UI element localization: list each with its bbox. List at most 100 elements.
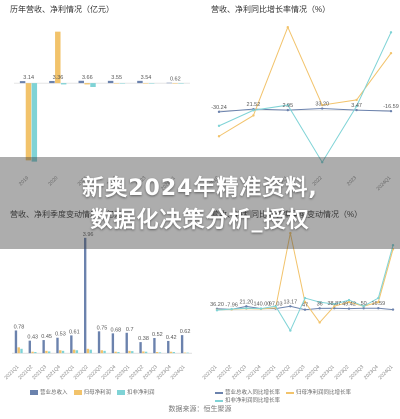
data-point bbox=[391, 308, 395, 311]
data-point bbox=[321, 103, 324, 107]
bar bbox=[14, 330, 18, 354]
data-label: 3.54 bbox=[141, 75, 152, 81]
data-point bbox=[389, 51, 393, 55]
data-point bbox=[259, 307, 263, 310]
data-label: 49.42 bbox=[342, 302, 356, 308]
bar bbox=[84, 237, 87, 354]
bar bbox=[28, 340, 31, 354]
bar bbox=[17, 347, 20, 354]
data-label: 0.62 bbox=[180, 329, 191, 335]
data-label: 16.59 bbox=[371, 301, 385, 307]
data-point bbox=[321, 107, 324, 110]
data-label: 0.75 bbox=[97, 325, 108, 331]
data-source: 数据来源：恒生聚源 bbox=[168, 406, 232, 413]
bar bbox=[60, 83, 67, 85]
data-point bbox=[377, 307, 380, 310]
chart-plot-annual: 3.1420193.3620203.6620213.5520223.542023… bbox=[14, 31, 190, 192]
data-label: 21.52 bbox=[247, 102, 261, 108]
data-point bbox=[391, 244, 395, 247]
data-point bbox=[303, 300, 307, 304]
bar bbox=[90, 83, 96, 87]
x-tick-label: 2021Q3 bbox=[231, 364, 248, 381]
data-point bbox=[245, 305, 248, 308]
x-tick-label: 2021Q2 bbox=[216, 364, 233, 381]
bar bbox=[25, 83, 32, 161]
data-label: 38.87 bbox=[327, 301, 341, 307]
series-line bbox=[218, 108, 392, 113]
chart-panel-quarterly-growth: 营收、净利同比增长率季度变动情况（%） 36.20 -7.96 21.20 -140.… bbox=[201, 209, 400, 406]
data-label: 0.38 bbox=[138, 336, 149, 342]
bar bbox=[114, 351, 117, 354]
bar bbox=[172, 352, 175, 354]
bar bbox=[117, 352, 120, 354]
data-point bbox=[217, 124, 221, 128]
data-point bbox=[333, 304, 336, 308]
bar bbox=[142, 351, 145, 354]
data-label: 21.20 bbox=[239, 299, 253, 305]
data-label: 3.14 bbox=[23, 75, 34, 81]
x-tick-label: 2022Q3 bbox=[290, 364, 307, 381]
data-point bbox=[333, 307, 336, 310]
data-point bbox=[274, 304, 277, 308]
chart-title: 历年营收、净利情况（亿元） bbox=[10, 5, 114, 14]
bar bbox=[169, 351, 173, 354]
bar bbox=[49, 80, 55, 84]
data-label: 0.42 bbox=[166, 335, 177, 341]
bar bbox=[107, 80, 114, 84]
bar bbox=[86, 348, 90, 354]
data-point bbox=[230, 307, 233, 311]
bar bbox=[70, 335, 73, 354]
data-point bbox=[347, 298, 351, 302]
legend-item: 归母净利润 bbox=[73, 388, 111, 396]
data-label: 0.43 bbox=[27, 335, 38, 341]
chart-title: 营收、净利季度变动情况（亿元） bbox=[10, 210, 130, 219]
bar bbox=[72, 349, 76, 354]
data-point bbox=[362, 304, 365, 308]
data-point bbox=[286, 103, 289, 107]
bar bbox=[119, 83, 126, 84]
data-label: 0.62 bbox=[170, 77, 181, 83]
data-point bbox=[355, 98, 358, 102]
chart-panel-annual: 历年营收、净利情况（亿元） 3.14 2019 3.36 2020 3.66 2021 3.… bbox=[0, 0, 199, 209]
data-label: 3.55 bbox=[111, 75, 122, 81]
chart-panel-annual-growth: 营收、净利同比增长率情况（%） -30.24 21.52 2.95 33.20 3.47… bbox=[201, 0, 400, 209]
chart-legend: 营业总收入 归母净利润 扣非净利润 bbox=[30, 388, 155, 396]
bar bbox=[137, 80, 143, 84]
x-tick-label: 2021Q4 bbox=[246, 364, 263, 381]
bar bbox=[172, 83, 178, 84]
bar bbox=[183, 352, 187, 354]
bar bbox=[55, 31, 61, 84]
data-label: 47 bbox=[302, 303, 308, 309]
bar bbox=[97, 331, 101, 354]
data-label: 2.95 bbox=[282, 103, 293, 109]
series-line bbox=[218, 25, 392, 137]
chart-legend: 营业总收入同比增长率 归母净利润同比增长率 bbox=[215, 388, 351, 396]
chart-panel-quarterly: 营收、净利季度变动情况（亿元） 0.78 2021Q1 0.43 2021Q2 0.45… bbox=[0, 209, 199, 406]
data-label: 0.68 bbox=[110, 327, 121, 333]
data-label: 3.66 bbox=[82, 75, 93, 81]
data-point bbox=[347, 300, 351, 304]
data-label: 50 bbox=[361, 301, 367, 307]
legend-item: 归母净利润同比增长率 bbox=[286, 388, 351, 396]
data-label: -7.96 bbox=[225, 302, 238, 308]
bar bbox=[156, 352, 159, 354]
data-point bbox=[286, 25, 289, 29]
banner-title-line-2: 数据化决策分析_授权 bbox=[90, 208, 310, 233]
bar bbox=[31, 351, 34, 354]
bar bbox=[113, 83, 120, 84]
data-label: 0.52 bbox=[152, 332, 163, 338]
x-tick-label: 2022Q1 bbox=[260, 364, 277, 381]
data-point bbox=[217, 110, 221, 114]
bar bbox=[78, 80, 84, 84]
bar bbox=[186, 352, 189, 354]
bar bbox=[84, 83, 90, 85]
bar bbox=[111, 333, 115, 354]
chart-title: 营收、净利同比增长率情况（%） bbox=[211, 5, 331, 14]
data-label: -30.24 bbox=[211, 105, 227, 111]
data-point bbox=[252, 109, 255, 112]
x-tick-label: 2023Q3 bbox=[348, 364, 365, 381]
bar bbox=[128, 350, 131, 354]
data-point bbox=[389, 109, 393, 113]
data-point bbox=[389, 31, 393, 34]
data-label: 0.7 bbox=[126, 327, 134, 333]
